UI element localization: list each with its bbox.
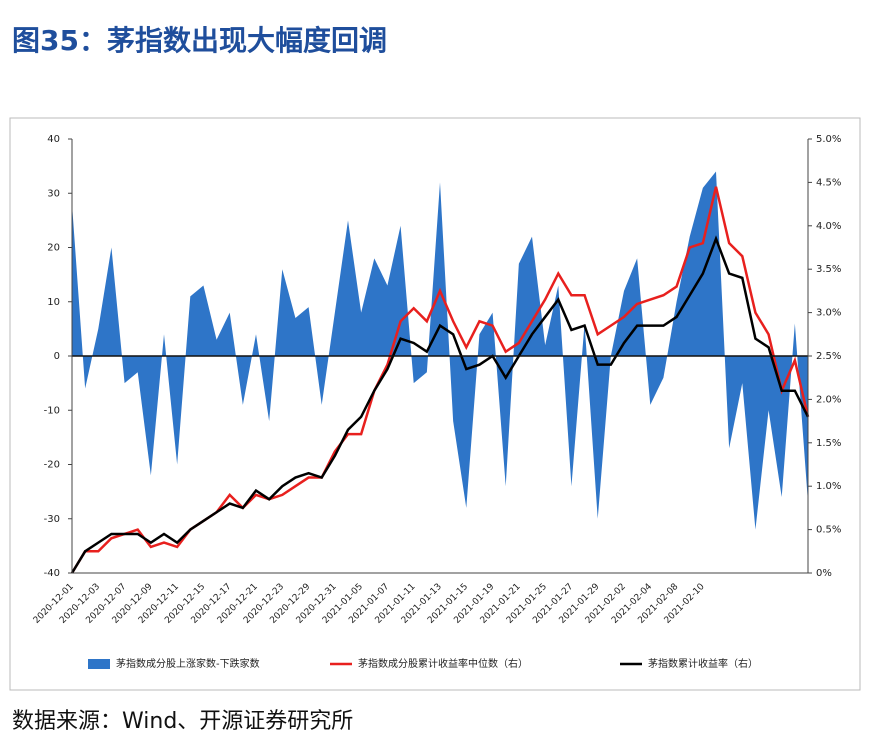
y-tick-label: -40 xyxy=(44,568,60,579)
y-tick-label: 0 xyxy=(54,351,60,362)
y2-tick-label: 1.5% xyxy=(816,438,841,449)
line xyxy=(70,235,810,574)
y2-tick-label: 3.5% xyxy=(816,264,841,275)
legend-label: 茅指数成分股上涨家数-下跌家数 xyxy=(116,657,260,670)
y-tick-label: -30 xyxy=(44,514,60,525)
legend-swatch xyxy=(88,659,110,669)
y2-tick-label: 2.5% xyxy=(816,351,841,362)
y-tick-label: -20 xyxy=(44,460,60,471)
y2-tick-label: 4.5% xyxy=(816,177,841,188)
chart-title: 图35：茅指数出现大幅度回调 xyxy=(12,24,387,57)
y-tick-label: -10 xyxy=(44,405,60,416)
y2-tick-label: 1.0% xyxy=(816,481,841,492)
y2-tick-label: 2.0% xyxy=(816,394,841,405)
y2-tick-label: 4.0% xyxy=(816,221,841,232)
y-tick-label: 30 xyxy=(47,188,60,199)
chart-frame xyxy=(9,117,861,691)
y2-tick-label: 0.5% xyxy=(816,525,841,536)
legend-label: 茅指数累计收益率（右） xyxy=(648,657,758,670)
y2-tick-label: 5.0% xyxy=(816,134,841,145)
y2-tick-label: 0% xyxy=(816,568,832,579)
legend-label: 茅指数成分股累计收益率中位数（右） xyxy=(358,657,528,670)
y2-tick-label: 3.0% xyxy=(816,308,841,319)
y-tick-label: 20 xyxy=(47,243,60,254)
source: 数据来源：Wind、开源证券研究所 xyxy=(12,709,353,734)
area xyxy=(72,171,808,530)
y-tick-label: 10 xyxy=(47,297,60,308)
y-tick-label: 40 xyxy=(47,134,60,145)
